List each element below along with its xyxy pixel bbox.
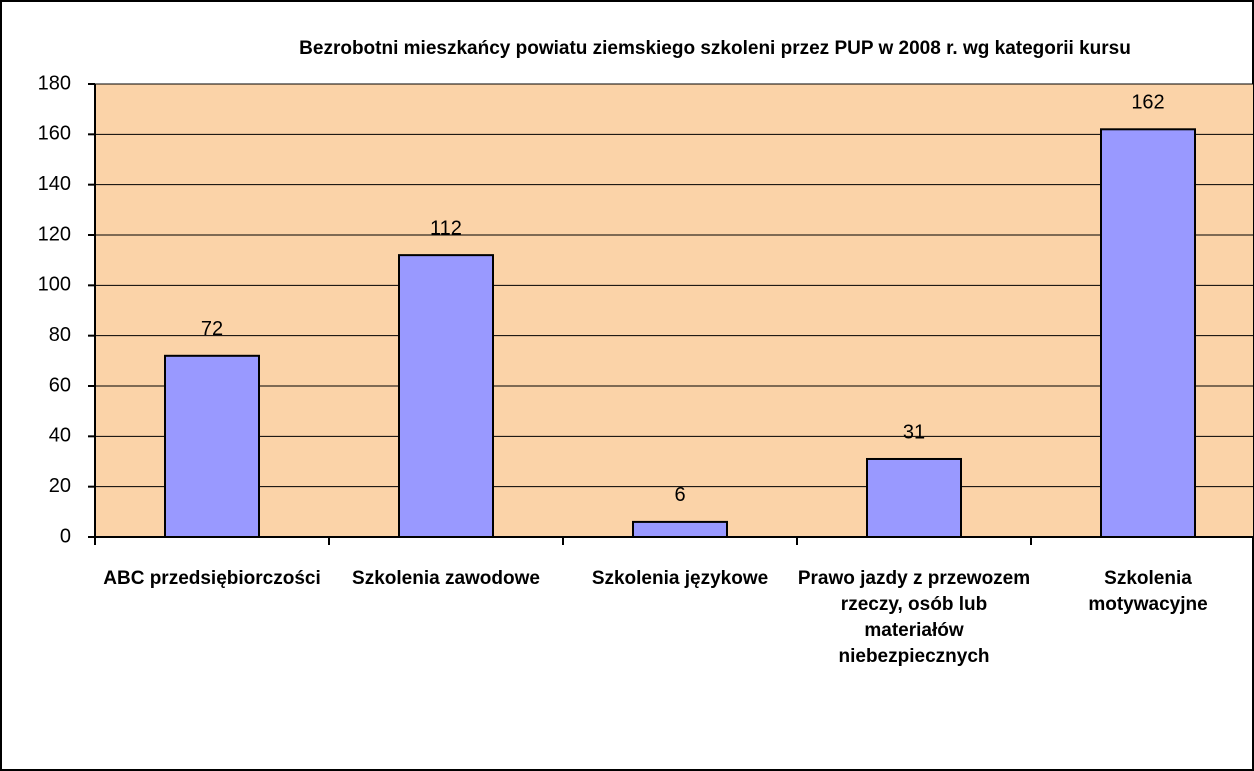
x-tick-label-box: Szkolenia językowe [591,568,769,589]
x-tick-label-box: Szkolenia motywacyjne [1088,568,1208,615]
bar [632,520,728,539]
chart-title: Bezrobotni mieszkańcy powiatu ziemskiego… [299,38,1131,59]
x-tick-label-box: ABC przedsiębiorczości [103,568,321,589]
y-tick-label: 20 [49,475,71,497]
y-tick-label: 120 [38,223,71,245]
x-tick-label-box: Prawo jazdy z przewozem rzeczy, osób lub… [797,568,1031,667]
data-label: 31 [903,421,925,443]
x-tick-label: Szkolenia zawodowe [352,568,540,589]
bar [164,354,260,538]
bar [1100,128,1196,539]
y-tick-label: 60 [49,374,71,396]
y-tick-label: 180 [38,72,71,94]
data-label: 6 [674,484,685,506]
y-tick-label: 80 [49,324,71,346]
x-tick-label: Szkolenia motywacyjne [1088,568,1208,615]
data-label: 112 [430,217,462,239]
y-tick-label: 160 [38,123,71,145]
plot-area [95,84,1253,537]
x-tick-label: Prawo jazdy z przewozem rzeczy, osób lub… [797,568,1031,667]
x-tick-label-box: Szkolenia zawodowe [352,568,540,589]
y-tick-label: 100 [38,274,71,296]
y-tick-label: 40 [49,425,71,447]
chart-title-box: Bezrobotni mieszkańcy powiatu ziemskiego… [299,38,1131,59]
x-tick-label: Szkolenia językowe [591,568,769,589]
data-label: 72 [201,318,223,340]
bar [398,254,494,538]
y-tick-label: 140 [38,173,71,195]
x-tick-label: ABC przedsiębiorczości [103,568,321,589]
bar [866,457,962,539]
data-label: 162 [1131,92,1164,114]
y-tick-label: 0 [60,525,71,547]
